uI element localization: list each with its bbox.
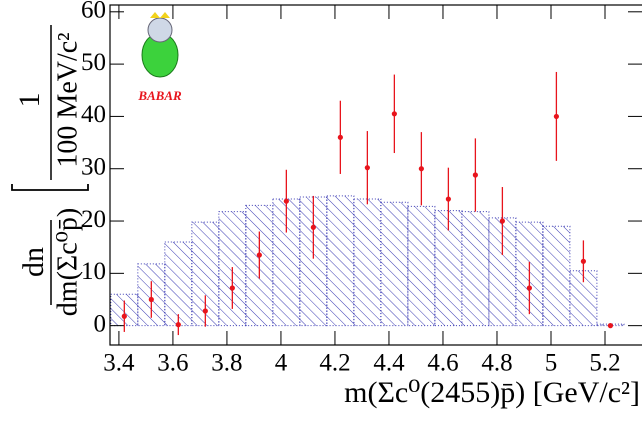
- data-point: [283, 198, 289, 204]
- data-point: [391, 111, 397, 117]
- x-tick-label: 4.6: [427, 350, 458, 377]
- y-label-denominator: dm(Σc⁰p̄): [52, 208, 83, 316]
- histogram-bar: [380, 201, 409, 327]
- y-label-numerator: dn: [17, 247, 50, 277]
- data-point: [553, 113, 559, 120]
- logo-crown: [150, 12, 170, 18]
- x-axis-label: m(Σc⁰(2455)p̄) [GeV/c²]: [344, 376, 640, 409]
- data-point: [175, 322, 181, 328]
- y-tick-label: 50: [81, 49, 106, 76]
- y-axis-label: dn dm(Σc⁰p̄) 1 100 MeV/c²: [11, 25, 89, 316]
- x-tick-label: 3.4: [103, 350, 135, 377]
- data-point: [148, 296, 154, 303]
- data-point: [364, 165, 370, 171]
- x-tick-label: 4.2: [319, 350, 350, 377]
- x-tick-label: 3.6: [157, 350, 188, 377]
- data-point: [607, 323, 614, 329]
- y-unit-numerator: 1: [13, 93, 46, 108]
- y-tick-label: 60: [81, 0, 106, 24]
- histogram-bar: [461, 211, 490, 327]
- data-point: [229, 285, 235, 291]
- data-point: [418, 166, 424, 172]
- data-point: [445, 196, 451, 202]
- data-point: [499, 218, 505, 224]
- histogram-bar: [353, 198, 382, 327]
- plot-area: [110, 195, 625, 327]
- y-tick-label: 20: [81, 206, 106, 233]
- x-tick-label: 5.2: [589, 350, 620, 377]
- logo-head: [147, 17, 173, 43]
- data-point: [310, 224, 316, 230]
- data-point: [202, 308, 208, 314]
- x-tick-label: 4: [275, 350, 288, 377]
- data-point: [580, 258, 586, 264]
- histogram-bar: [407, 205, 436, 327]
- y-unit-denominator: 100 MeV/c²: [52, 32, 83, 167]
- y-tick-label: 0: [94, 310, 107, 337]
- data-point: [121, 313, 127, 319]
- data-point: [337, 134, 343, 140]
- y-tick-label: 10: [81, 258, 106, 285]
- data-point: [472, 172, 478, 178]
- histogram-bar: [326, 195, 355, 327]
- histogram-bar: [164, 241, 193, 327]
- x-tick-label: 5: [545, 350, 558, 377]
- y-tick-label: 30: [81, 153, 106, 180]
- logo: BABAR: [137, 12, 182, 103]
- histogram-bar: [542, 225, 571, 327]
- axes-frame: [109, 4, 642, 346]
- x-tick-label: 3.8: [211, 350, 242, 377]
- y-tick-label: 40: [81, 101, 106, 128]
- logo-text: BABAR: [137, 88, 182, 103]
- bracket: [11, 184, 89, 191]
- x-tick-label: 4.4: [373, 350, 405, 377]
- x-tick-label: 4.8: [481, 350, 512, 377]
- data-point: [256, 252, 262, 258]
- data-point: [526, 285, 532, 291]
